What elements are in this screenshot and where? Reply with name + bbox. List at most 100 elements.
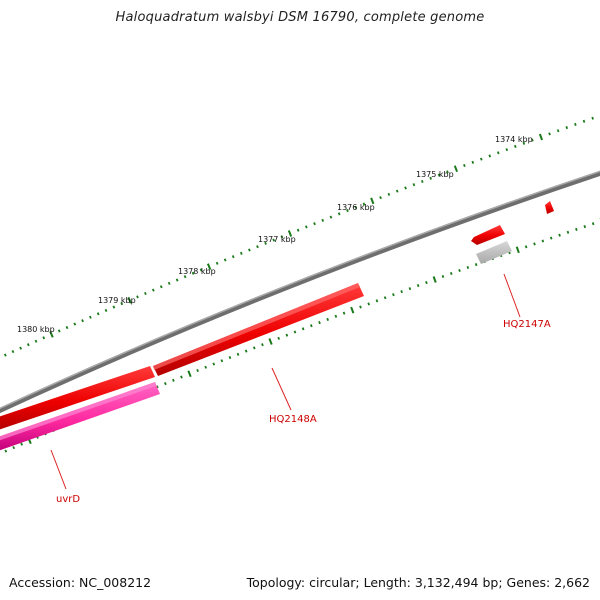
inner-ruler-minor-tick (310, 324, 313, 328)
outer-ruler-minor-tick (34, 339, 38, 343)
outer-ruler-minor-tick (582, 119, 586, 123)
outer-ruler-minor-tick (362, 202, 366, 206)
inner-ruler-major-tick (515, 246, 520, 254)
tick-label-1380: 1380 kbp (17, 325, 55, 334)
gene-small-red-feature[interactable] (545, 201, 554, 214)
inner-ruler-minor-tick (180, 375, 183, 379)
outer-ruler-minor-tick (231, 255, 235, 259)
outer-ruler-major-tick (453, 165, 458, 173)
outer-ruler-minor-tick (329, 215, 333, 219)
outer-ruler-minor-tick (296, 228, 300, 232)
outer-ruler-minor-tick (175, 278, 179, 282)
outer-ruler-minor-tick (548, 132, 551, 136)
inner-ruler-minor-tick (416, 284, 420, 288)
outer-ruler-major-tick (127, 296, 132, 304)
inner-ruler-major-tick (350, 306, 355, 314)
inner-ruler-minor-tick (196, 368, 199, 373)
inner-ruler-major-tick (187, 370, 192, 378)
outer-ruler-minor-tick (346, 209, 349, 213)
outer-ruler-minor-tick (73, 322, 77, 326)
inner-ruler-minor-tick (212, 362, 216, 366)
outer-ruler-minor-tick (26, 343, 30, 347)
tick-label-1376: 1376 kbp (337, 203, 375, 212)
outer-ruler-minor-tick (496, 151, 500, 155)
outer-ruler-minor-tick (565, 126, 569, 130)
inner-ruler-minor-tick (155, 385, 159, 389)
inner-ruler-minor-tick (4, 449, 8, 453)
outer-ruler-minor-tick (488, 154, 492, 158)
outer-ruler-minor-tick (305, 225, 308, 229)
outer-ruler-minor-tick (280, 235, 284, 239)
inner-ruler-minor-tick (400, 290, 403, 294)
outer-ruler-major-tick (538, 133, 544, 141)
outer-ruler-minor-tick (183, 275, 187, 279)
outer-ruler-minor-tick (199, 268, 203, 272)
outer-ruler-minor-tick (248, 248, 251, 252)
outer-ruler-minor-tick (404, 186, 407, 190)
outer-ruler-minor-tick (574, 122, 577, 126)
tick-label-1378: 1378 kbp (178, 267, 216, 276)
outer-ruler-minor-tick (11, 350, 15, 354)
gene-uvrD-feature[interactable] (0, 382, 160, 452)
outer-ruler-major-tick (206, 263, 212, 270)
inner-ruler-minor-tick (392, 293, 395, 297)
outer-ruler-minor-tick (446, 170, 449, 174)
inner-ruler-minor-tick (12, 446, 16, 450)
outer-ruler-minor-tick (120, 302, 124, 306)
outer-ruler-minor-tick (19, 346, 22, 350)
inner-ruler-minor-tick (277, 336, 281, 340)
outer-ruler-minor-tick (463, 163, 466, 168)
tick-label-1375: 1375 kbp (416, 170, 454, 179)
leader-line-HQ2147A (503, 273, 521, 318)
outer-ruler-minor-tick (522, 141, 526, 145)
genome-backbone (0, 170, 600, 414)
inner-ruler-minor-tick (164, 382, 167, 386)
outer-ruler-minor-tick (215, 261, 219, 265)
outer-ruler-minor-tick (321, 218, 325, 222)
outer-ruler-minor-tick (429, 176, 432, 180)
outer-ruler-minor-tick (223, 258, 227, 262)
inner-ruler-minor-tick (549, 236, 553, 240)
outer-ruler-minor-tick (96, 312, 100, 316)
accession-text: Accession: NC_008212 (9, 575, 152, 590)
inner-ruler-minor-tick (458, 268, 461, 273)
inner-ruler-major-tick (268, 338, 273, 345)
inner-ruler-minor-tick (301, 327, 305, 331)
inner-ruler-minor-tick (318, 321, 321, 325)
outer-ruler-minor-tick (313, 222, 316, 226)
outer-ruler-minor-tick (256, 245, 259, 249)
inner-ruler-minor-tick (20, 442, 23, 446)
outer-ruler-minor-tick (514, 144, 517, 148)
outer-ruler-major-tick (370, 197, 375, 205)
outer-ruler-minor-tick (167, 281, 171, 285)
outer-ruler-minor-tick (354, 205, 358, 209)
inner-ruler-minor-tick (228, 355, 232, 360)
tick-label-1374: 1374 kbp (495, 135, 533, 144)
gene-label-uvrD: uvrD (56, 494, 80, 505)
gene-HQ2148A-feature[interactable] (0, 283, 364, 431)
inner-ruler-minor-tick (172, 378, 175, 382)
inner-ruler-minor-tick (566, 230, 570, 234)
genome-backbone-highlight (0, 170, 600, 410)
genome-summary-text: Topology: circular; Length: 3,132,494 bp… (246, 575, 590, 590)
outer-ruler-minor-tick (272, 238, 276, 242)
inner-ruler-minor-tick (326, 317, 329, 321)
inner-ruler-minor-tick (204, 365, 208, 369)
inner-ruler-minor-tick (474, 263, 478, 267)
inner-ruler-minor-tick (583, 225, 587, 229)
inner-ruler-major-tick (432, 276, 437, 283)
gene-grey-feature[interactable] (476, 241, 512, 264)
outer-ruler-minor-tick (3, 353, 7, 357)
outer-ruler-minor-tick (471, 160, 475, 164)
inner-ruler-minor-tick (466, 265, 470, 270)
leader-line-HQ2148A (271, 367, 292, 411)
outer-ruler-minor-tick (591, 116, 594, 120)
outer-ruler-minor-tick (144, 291, 147, 296)
gene-HQ2147A-feature[interactable] (471, 225, 505, 245)
inner-ruler-minor-tick (524, 245, 528, 249)
inner-ruler-minor-tick (541, 239, 545, 243)
outer-ruler-minor-tick (531, 138, 534, 142)
outer-ruler-minor-tick (337, 212, 341, 216)
tick-label-1379: 1379 kbp (98, 296, 136, 305)
